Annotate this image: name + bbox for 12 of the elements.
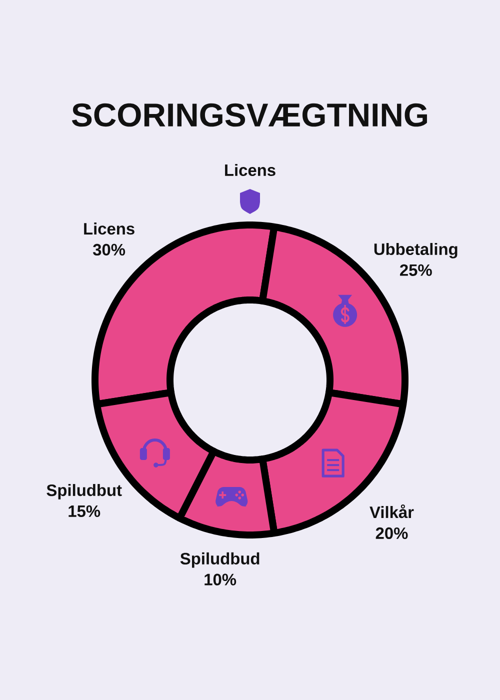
data-label: 30% bbox=[92, 244, 126, 256]
slice-label: Ubbetaling bbox=[374, 242, 458, 258]
slice-label: Spiludbut bbox=[46, 484, 122, 500]
slice-label: Spiludbud bbox=[180, 552, 260, 568]
slice-label: Licens bbox=[84, 222, 134, 235]
data-label: 15% bbox=[68, 505, 100, 518]
chart-title: SCORINGSVÆGTNING bbox=[72, 103, 427, 127]
data-label: 10% bbox=[204, 574, 236, 586]
data-label: 25% bbox=[400, 264, 432, 276]
text: Licens bbox=[225, 164, 276, 176]
slice-label: Vilkår bbox=[370, 504, 414, 518]
data-label: 20% bbox=[376, 527, 408, 540]
